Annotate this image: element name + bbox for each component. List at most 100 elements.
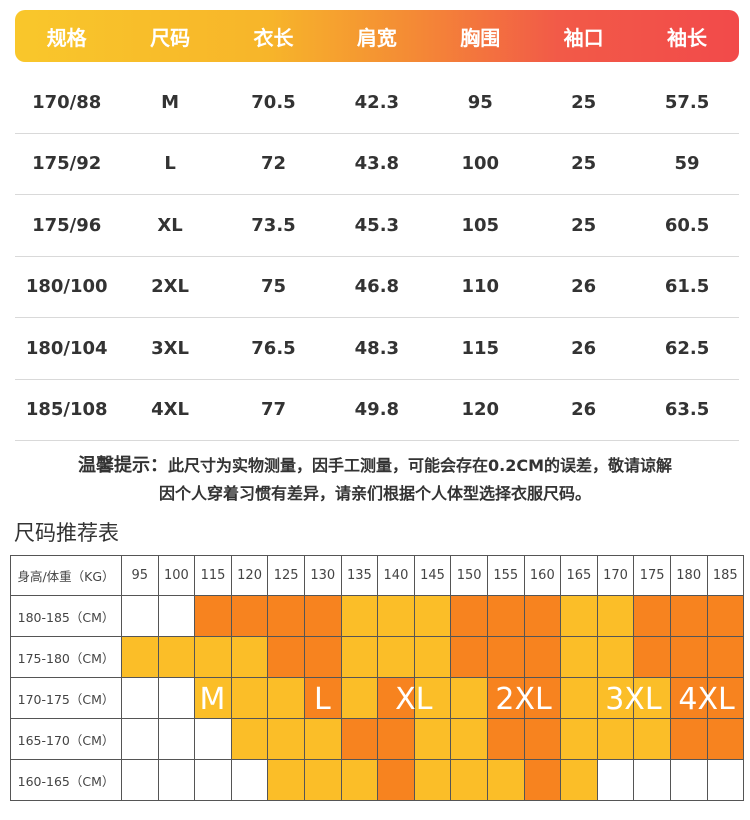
grid-cell <box>377 759 415 801</box>
size-table-cell: 115 <box>461 337 500 359</box>
grid-cell <box>706 677 745 719</box>
header-chest: 胸围 <box>460 25 501 50</box>
grid-weight-header: 160 <box>523 555 562 596</box>
grid-cell <box>340 636 379 678</box>
grid-cell <box>303 636 342 678</box>
grid-cell <box>450 636 488 678</box>
header-sleeve: 袖长 <box>667 25 708 50</box>
grid-cell <box>121 636 159 678</box>
grid-cell <box>413 595 452 637</box>
header-cuff: 袖口 <box>563 25 604 50</box>
grid-height-header: 160-165（CM） <box>10 759 122 801</box>
grid-cell <box>560 759 598 801</box>
size-label: 3XL <box>605 682 662 717</box>
grid-height-header: 170-175（CM） <box>10 677 122 719</box>
grid-cell <box>486 718 525 760</box>
grid-cell <box>377 636 415 678</box>
grid-cell <box>340 759 379 801</box>
size-table-cell: 25 <box>571 214 597 236</box>
grid-cell <box>523 595 562 637</box>
grid-cell <box>669 759 708 801</box>
size-table-cell: 25 <box>571 91 597 113</box>
grid-weight-header: 185 <box>706 555 745 596</box>
tip-label: 温馨提示： <box>77 455 168 476</box>
size-label: L <box>313 682 331 717</box>
grid-cell <box>157 759 196 801</box>
grid-weight-header: 140 <box>377 555 415 596</box>
grid-cell <box>267 636 305 678</box>
grid-cell <box>633 759 671 801</box>
grid-cell <box>377 718 415 760</box>
grid-cell <box>596 595 635 637</box>
size-table: 170/88 M 70.5 42.3 95 25 57.5 175/92 L 72 43.8 100 2… <box>15 72 739 441</box>
grid-cell <box>121 718 159 760</box>
grid-cell <box>157 677 196 719</box>
size-table-cell: 42.3 <box>354 91 400 113</box>
grid-height-header: 165-170（CM） <box>10 718 122 760</box>
grid-cell <box>486 677 525 719</box>
grid-cell <box>377 677 415 719</box>
grid-cell <box>121 677 159 719</box>
recommendation-grid: 身高/体重（KG） 95 100 115 120 125 130 135 140 145 150 15… <box>10 555 745 801</box>
size-table-cell: 180/104 <box>25 337 108 359</box>
grid-cell <box>194 718 232 760</box>
header-length: 衣长 <box>253 25 294 50</box>
grid-cell <box>669 677 708 719</box>
grid-weight-header: 130 <box>303 555 342 596</box>
grid-cell <box>523 677 562 719</box>
grid-cell <box>230 677 269 719</box>
size-table-cell: 60.5 <box>664 214 710 236</box>
size-table-cell: 180/100 <box>25 276 108 298</box>
size-table-cell: 175/92 <box>32 153 102 175</box>
grid-weight-header: 135 <box>340 555 379 596</box>
size-table-cell: 49.8 <box>354 399 400 421</box>
size-table-row: 175/92 L 72 43.8 100 25 59 <box>15 134 739 195</box>
header-spec: 规格 <box>46 25 87 50</box>
grid-cell <box>340 718 379 760</box>
grid-corner-label: 身高/体重（KG） <box>10 555 122 596</box>
grid-cell <box>230 595 269 637</box>
size-table-cell: 25 <box>571 153 597 175</box>
grid-weight-header: 145 <box>413 555 452 596</box>
grid-cell <box>560 595 598 637</box>
size-table-cell: 185/108 <box>25 399 108 421</box>
grid-height-header: 175-180（CM） <box>10 636 122 678</box>
size-table-cell: 26 <box>571 276 597 298</box>
grid-cell <box>450 718 488 760</box>
grid-weight-header: 150 <box>450 555 488 596</box>
size-table-cell: 175/96 <box>32 214 102 236</box>
grid-cell <box>486 759 525 801</box>
grid-cell <box>633 636 671 678</box>
header-shoulder: 肩宽 <box>356 25 397 50</box>
size-table-cell: 62.5 <box>664 337 710 359</box>
grid-cell <box>267 595 305 637</box>
size-table-cell: 26 <box>571 337 597 359</box>
grid-weight-header: 125 <box>267 555 305 596</box>
grid-cell <box>450 595 488 637</box>
size-table-cell: 2XL <box>151 276 190 298</box>
size-table-cell: 76.5 <box>251 337 296 359</box>
grid-cell <box>121 595 159 637</box>
grid-cell <box>450 759 488 801</box>
grid-cell <box>194 759 232 801</box>
grid-cell <box>523 718 562 760</box>
size-table-cell: 77 <box>260 399 286 421</box>
grid-cell <box>377 595 415 637</box>
size-table-cell: 120 <box>461 399 500 421</box>
size-table-row: 180/100 2XL 75 46.8 110 26 61.5 <box>15 257 739 318</box>
size-label: 4XL <box>678 682 735 717</box>
grid-weight-header: 175 <box>633 555 671 596</box>
size-table-cell: 3XL <box>151 337 190 359</box>
grid-cell <box>560 718 598 760</box>
size-table-cell: 70.5 <box>251 91 296 113</box>
grid-cell <box>706 759 745 801</box>
grid-cell <box>303 595 342 637</box>
grid-weight-header: 115 <box>194 555 232 596</box>
grid-cell <box>633 718 671 760</box>
size-table-row: 175/96 XL 73.5 45.3 105 25 60.5 <box>15 195 739 257</box>
size-table-cell: 63.5 <box>664 399 710 421</box>
size-table-cell: 45.3 <box>354 214 400 236</box>
grid-weight-header: 95 <box>121 555 159 596</box>
grid-weight-header: 100 <box>157 555 196 596</box>
size-table-row: 185/108 4XL 77 49.8 120 26 63.5 <box>15 380 739 441</box>
